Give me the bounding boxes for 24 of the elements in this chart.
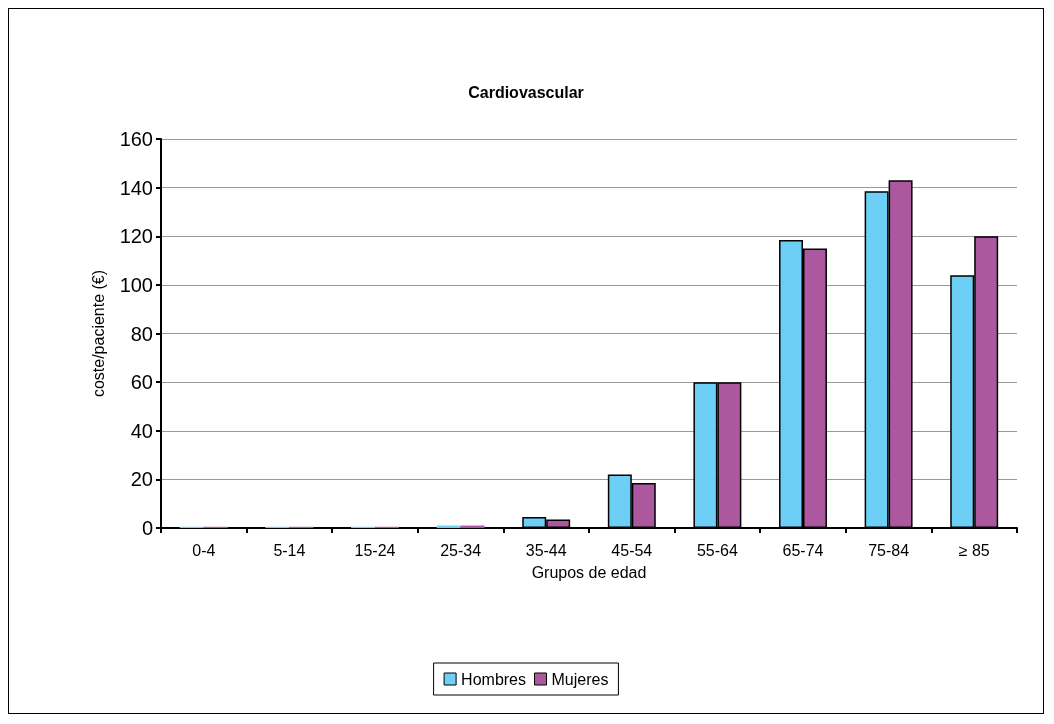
x-tick-label: 45-54 xyxy=(611,541,653,559)
y-tick-label: 0 xyxy=(141,517,153,539)
x-tick-label: 15-24 xyxy=(354,541,396,559)
x-tick-label: 25-34 xyxy=(440,541,482,559)
x-tick-label: 65-74 xyxy=(782,541,824,559)
chart-title: Cardiovascular xyxy=(468,83,584,101)
x-tick-label: 55-64 xyxy=(696,541,738,559)
y-tick-label: 40 xyxy=(130,419,153,442)
x-tick-label: 35-44 xyxy=(525,541,567,559)
y-tick-label: 120 xyxy=(119,225,153,248)
x-axis-title: Grupos de edad xyxy=(531,563,647,581)
legend-label: Hombres xyxy=(461,670,526,688)
y-tick-label: 60 xyxy=(130,371,153,394)
x-tick-label: 0-4 xyxy=(192,541,216,559)
legend-label: Mujeres xyxy=(551,670,609,688)
y-tick-label: 100 xyxy=(119,273,153,296)
x-tick-label: 75-84 xyxy=(868,541,910,559)
y-tick-label: 160 xyxy=(119,128,153,150)
x-tick-label: 5-14 xyxy=(273,541,306,559)
y-tick-label: 140 xyxy=(119,176,153,199)
y-tick-label: 80 xyxy=(130,322,153,345)
y-tick-label: 20 xyxy=(130,468,153,491)
y-axis-title: coste/paciente (€) xyxy=(89,269,107,398)
x-tick-label: ≥ 85 xyxy=(958,541,990,559)
